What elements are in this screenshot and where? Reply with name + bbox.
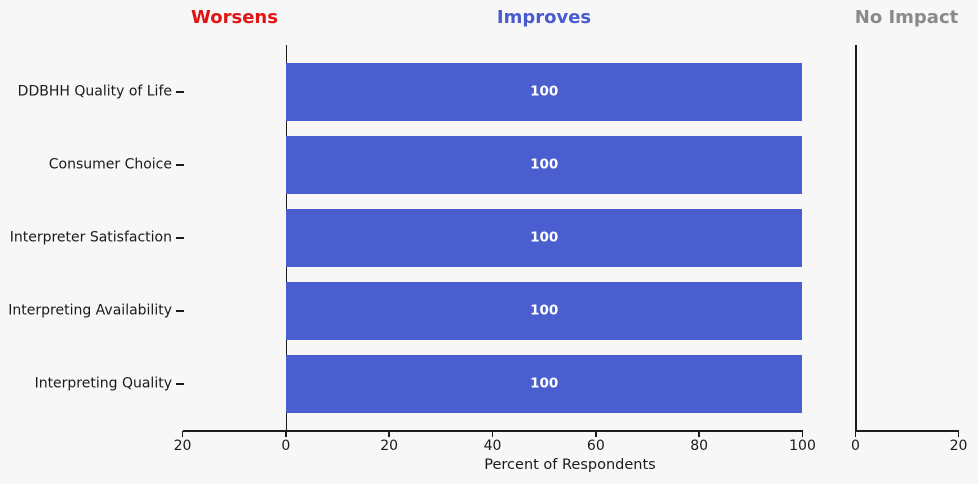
no-impact-x-axis-line	[855, 430, 959, 432]
y-axis-tick	[176, 383, 184, 385]
no-impact-x-tick-label: 20	[949, 438, 968, 454]
y-axis-tick	[176, 237, 184, 239]
category-label: Consumer Choice	[48, 156, 172, 173]
bar-value-label: 100	[530, 229, 559, 246]
category-label: Interpreting Availability	[8, 302, 172, 319]
y-axis-tick	[176, 310, 184, 312]
bar-value-label: 100	[530, 83, 559, 100]
main-x-tick-mark	[285, 431, 287, 437]
improves-bar	[285, 136, 803, 194]
panel-title-worsens: Worsens	[191, 7, 278, 28]
main-x-tick-label: 0	[281, 438, 291, 454]
main-x-tick-label: 40	[483, 438, 502, 454]
main-x-tick-label: 100	[789, 438, 816, 454]
no-impact-x-tick-mark	[854, 431, 857, 437]
bar-value-label: 100	[530, 302, 559, 319]
bar-value-label: 100	[530, 375, 559, 392]
no-impact-x-tick-mark	[957, 431, 960, 437]
category-label: Interpreting Quality	[34, 375, 172, 392]
main-x-tick-mark	[801, 431, 804, 437]
main-x-axis-line	[182, 430, 803, 432]
panel-title-no-impact: No Impact	[854, 7, 959, 28]
main-x-tick-mark	[491, 431, 494, 437]
main-x-tick-mark	[181, 431, 184, 437]
improves-bar	[285, 355, 803, 413]
x-axis-title: Percent of Respondents	[484, 457, 656, 473]
main-x-tick-label: 20	[380, 438, 399, 454]
category-label: DDBHH Quality of Life	[17, 83, 172, 100]
improves-bar	[285, 63, 803, 121]
improves-bar	[285, 282, 803, 340]
bar-value-label: 100	[530, 156, 559, 173]
main-x-tick-mark	[595, 431, 597, 437]
y-axis-tick	[176, 164, 184, 166]
no-impact-x-tick-label: 0	[851, 438, 860, 454]
improves-bar	[285, 209, 803, 267]
category-label: Interpreter Satisfaction	[9, 229, 172, 246]
main-x-tick-mark	[698, 431, 700, 437]
panel-title-improves: Improves	[496, 7, 592, 28]
main-x-tick-label: 80	[690, 438, 709, 454]
main-x-tick-label: 20	[173, 438, 192, 454]
main-x-tick-mark	[388, 431, 390, 437]
y-axis-tick	[176, 91, 184, 93]
main-x-tick-label: 60	[586, 438, 605, 454]
no-impact-panel-zero-spine	[855, 45, 857, 431]
